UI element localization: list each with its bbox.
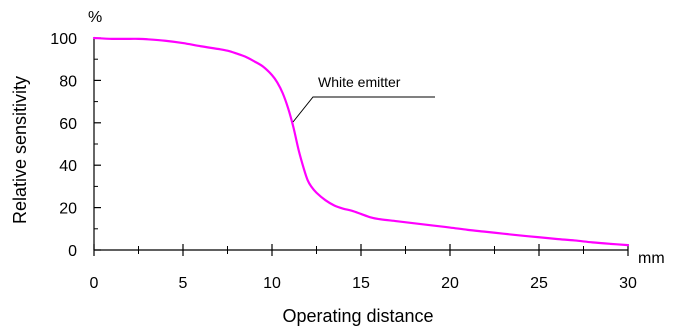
annotation-leader (292, 96, 435, 123)
y-axis-ticks: 0 20 40 60 80 100 (50, 31, 101, 260)
series-group (92, 36, 630, 247)
x-tick-label: 10 (263, 275, 281, 292)
x-tick-label: 30 (619, 275, 637, 292)
y-tick-label: 40 (59, 158, 77, 175)
y-tick-label: 0 (68, 243, 77, 260)
annotation-white-emitter: White emitter (318, 74, 401, 90)
y-tick-label: 60 (59, 116, 77, 133)
annotation-group: White emitter (292, 74, 435, 123)
x-tick-label: 25 (530, 275, 548, 292)
x-axis-ticks: 0 5 10 15 20 25 30 (90, 244, 637, 292)
y-unit-label: % (88, 9, 102, 26)
y-tick-label: 80 (59, 73, 77, 90)
x-tick-label: 5 (179, 275, 188, 292)
series-line-white-emitter (92, 36, 630, 247)
y-tick-label: 100 (50, 31, 77, 48)
x-unit-label: mm (638, 250, 665, 267)
x-axis: 0 5 10 15 20 25 30 (90, 244, 637, 292)
y-tick-label: 20 (59, 201, 77, 218)
x-tick-label: 20 (441, 275, 459, 292)
x-tick-label: 0 (90, 275, 99, 292)
y-axis-title: Relative sensitivity (10, 76, 30, 224)
y-axis: 0 20 40 60 80 100 (50, 31, 101, 260)
x-tick-label: 15 (352, 275, 370, 292)
x-axis-title: Operating distance (282, 306, 433, 326)
